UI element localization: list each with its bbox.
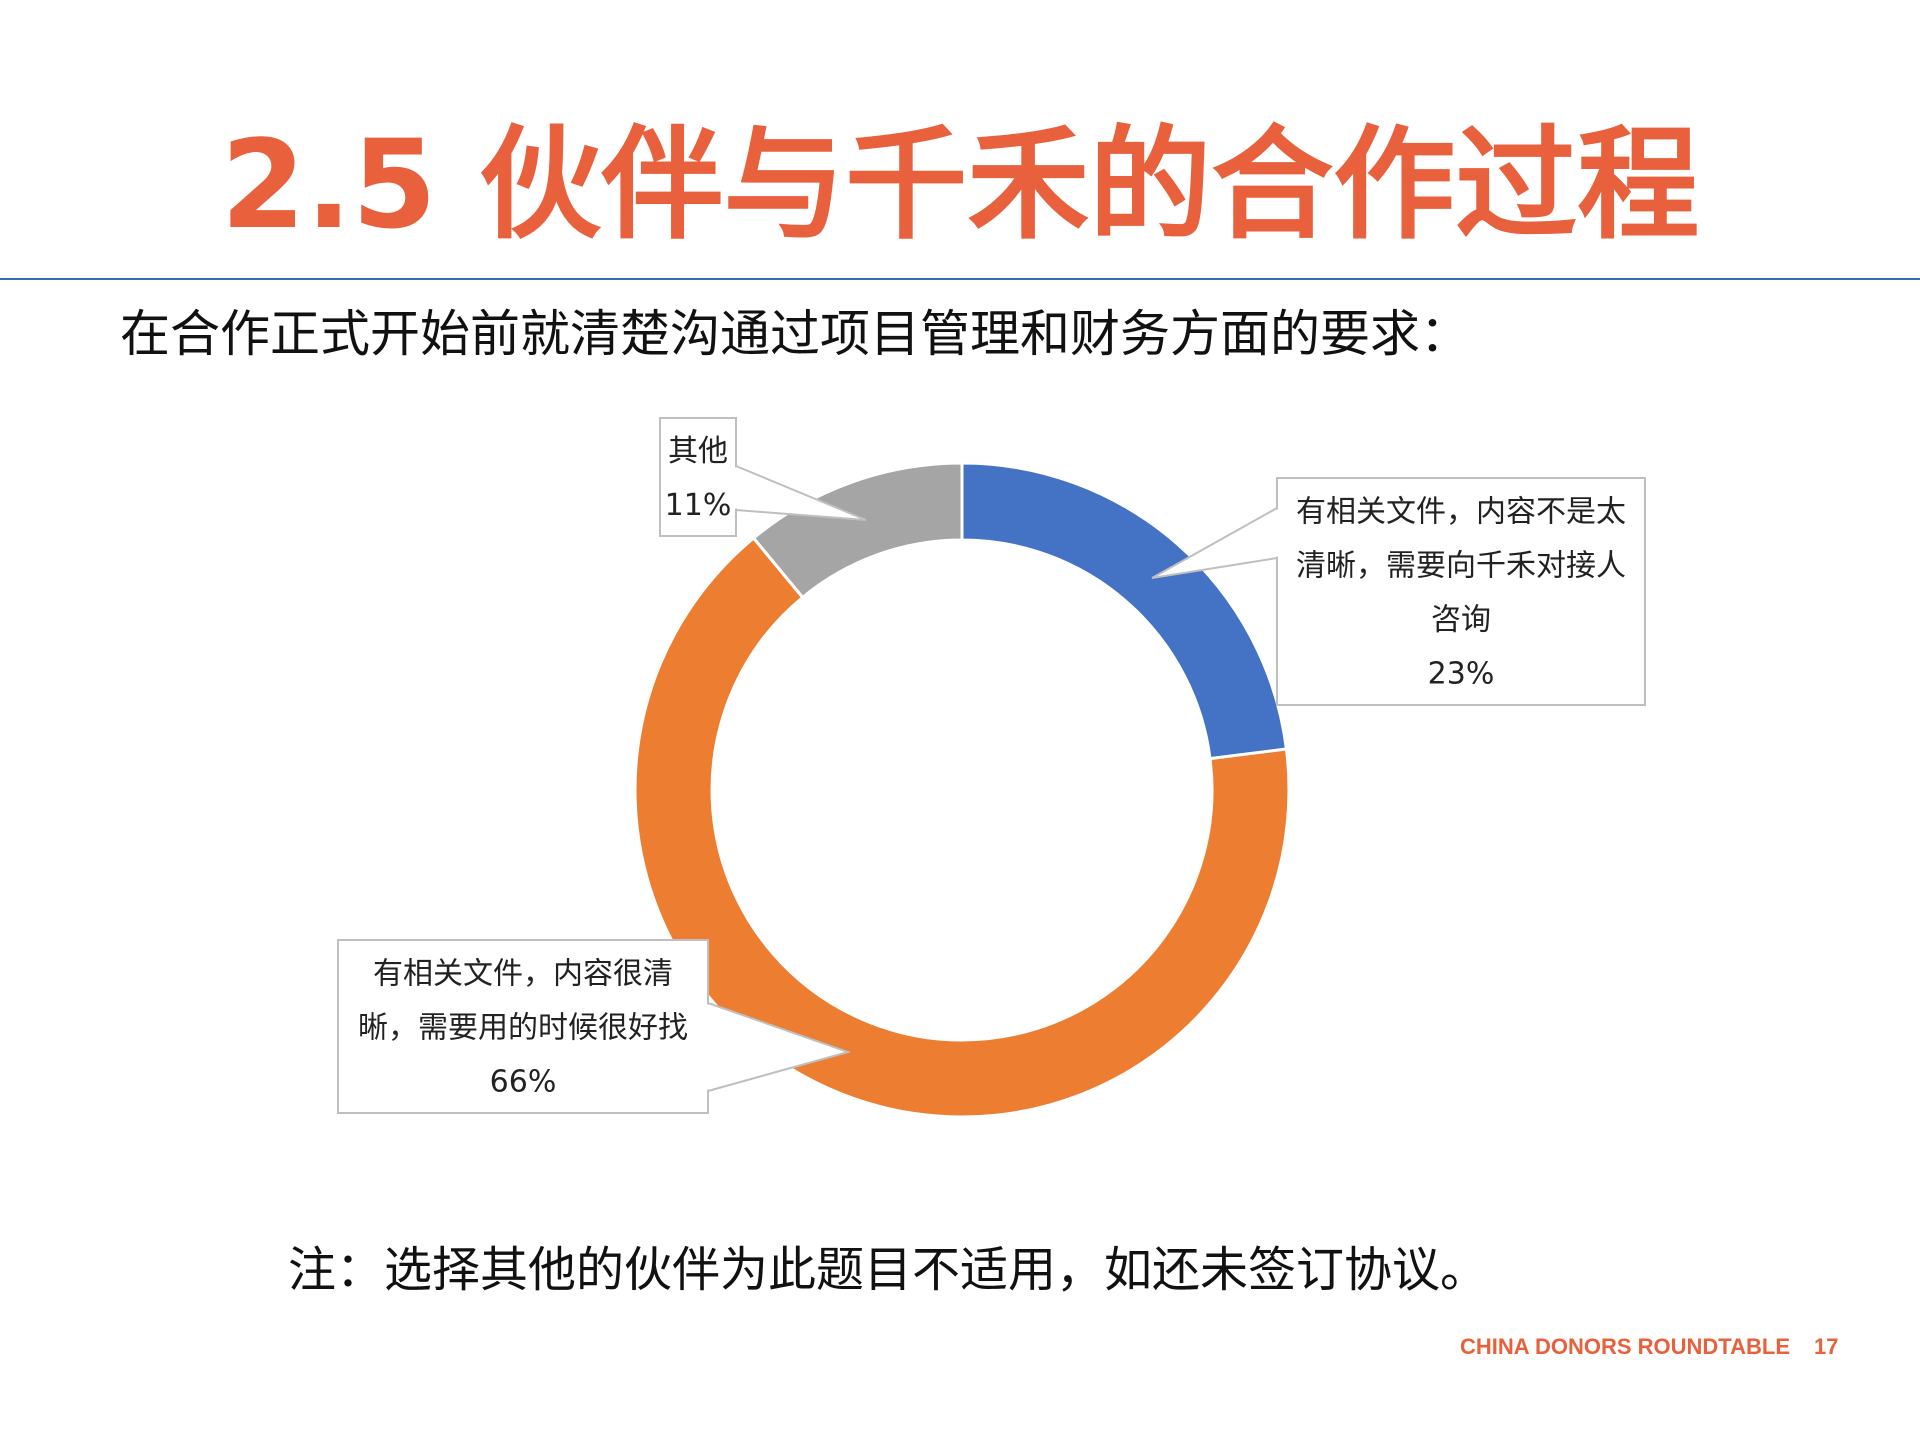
page-number: 17 [1814,1334,1839,1359]
title-divider [0,278,1920,280]
slide-title: 2.5 伙伴与千禾的合作过程 [220,114,1700,256]
callout-percent: 66% [490,1065,557,1100]
callout-percent: 23% [1428,657,1495,692]
callout-box [337,939,709,1114]
callout-label-line: 有相关文件，内容很清 [373,957,673,992]
callout-box [659,417,737,537]
callout-percent: 11% [665,488,732,523]
callout-label-line: 晰，需要用的时候很好找 [358,1011,688,1046]
callout-label-line: 咨询 [1431,603,1491,638]
slice-other [751,461,964,600]
slide-subtitle: 在合作正式开始前就清楚沟通过项目管理和财务方面的要求： [120,305,1470,363]
footer: CHINA DONORS ROUNDTABLE 17 [1460,1334,1838,1360]
callout-label-line: 其他 [668,434,728,469]
callout-label-line: 清晰，需要向千禾对接人 [1296,549,1626,584]
slice-clear-docs [633,535,1291,1119]
callout-box [1276,477,1646,706]
donut-slices [633,461,1291,1119]
slice-unclear-docs [960,461,1289,761]
callout-other: 其他 11% [659,417,867,537]
footer-org: CHINA DONORS ROUNDTABLE [1460,1334,1790,1359]
callout-label-line: 有相关文件，内容不是太 [1296,495,1626,530]
footnote: 注：选择其他的伙伴为此题目不适用，如还未签订协议。 [288,1242,1489,1298]
